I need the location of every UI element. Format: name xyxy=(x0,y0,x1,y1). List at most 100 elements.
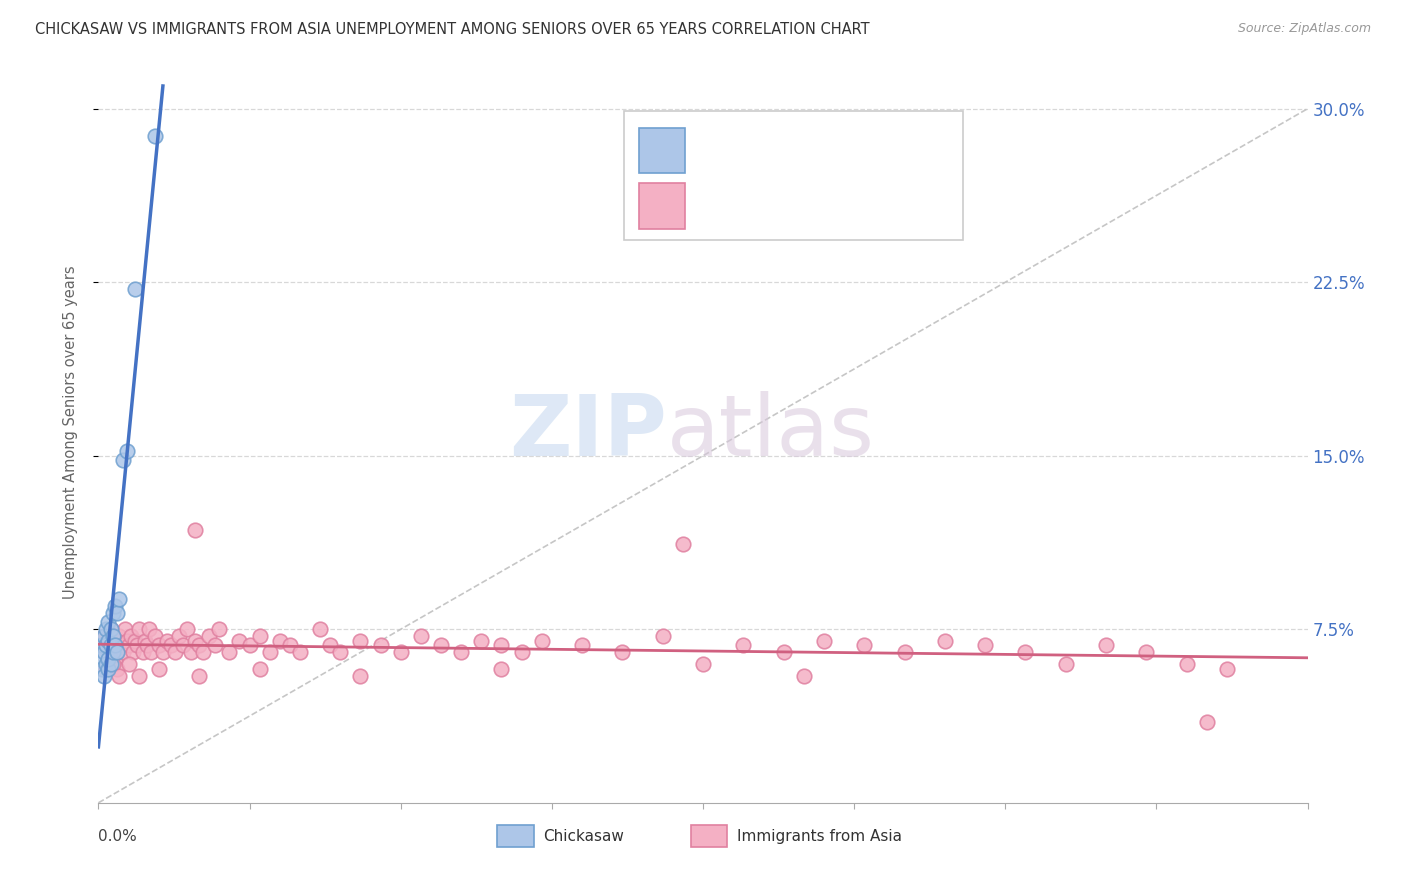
Point xyxy=(1175,657,1198,671)
Point xyxy=(101,629,124,643)
Point xyxy=(148,662,170,676)
Point xyxy=(160,639,183,653)
Point xyxy=(156,633,179,648)
Point xyxy=(91,639,114,653)
Y-axis label: Unemployment Among Seniors over 65 years: Unemployment Among Seniors over 65 years xyxy=(63,266,77,599)
Point xyxy=(101,629,124,643)
Point xyxy=(96,622,118,636)
Point xyxy=(96,657,118,671)
Point xyxy=(100,639,122,653)
Point xyxy=(121,645,143,659)
Point xyxy=(103,633,125,648)
Point xyxy=(269,633,291,648)
Point xyxy=(1014,645,1036,659)
Point xyxy=(733,639,755,653)
Point xyxy=(97,662,120,676)
Point xyxy=(100,622,122,636)
Point xyxy=(100,645,122,659)
Point xyxy=(101,645,124,659)
Point xyxy=(97,652,120,666)
Point xyxy=(1195,714,1218,729)
Point xyxy=(793,668,815,682)
Text: 0.0%: 0.0% xyxy=(98,829,138,844)
Point xyxy=(249,629,271,643)
Point xyxy=(148,639,170,653)
Point xyxy=(111,453,134,467)
Point xyxy=(101,639,124,653)
Point xyxy=(115,633,138,648)
FancyBboxPatch shape xyxy=(638,128,685,173)
FancyBboxPatch shape xyxy=(690,825,727,847)
Point xyxy=(128,622,150,636)
FancyBboxPatch shape xyxy=(498,825,534,847)
Point xyxy=(100,622,122,636)
Point xyxy=(239,639,262,653)
Point xyxy=(105,645,128,659)
Point xyxy=(259,645,281,659)
Point xyxy=(1135,645,1157,659)
Point xyxy=(91,639,114,653)
Point xyxy=(103,639,125,653)
Point xyxy=(176,622,198,636)
Point xyxy=(97,652,120,666)
FancyBboxPatch shape xyxy=(624,111,963,240)
Point xyxy=(97,633,120,648)
Text: CHICKASAW VS IMMIGRANTS FROM ASIA UNEMPLOYMENT AMONG SENIORS OVER 65 YEARS CORRE: CHICKASAW VS IMMIGRANTS FROM ASIA UNEMPL… xyxy=(35,22,870,37)
Point xyxy=(1095,639,1118,653)
Point xyxy=(114,622,136,636)
Point xyxy=(204,639,226,653)
Point xyxy=(172,639,194,653)
Text: atlas: atlas xyxy=(666,391,875,475)
Point xyxy=(134,633,156,648)
Point xyxy=(138,622,160,636)
Point xyxy=(853,639,876,653)
Point xyxy=(309,622,332,636)
Point xyxy=(118,657,141,671)
Point xyxy=(93,668,115,682)
Point xyxy=(228,633,250,648)
Point xyxy=(510,645,533,659)
Point xyxy=(612,645,634,659)
Point xyxy=(96,645,118,659)
Point xyxy=(103,599,125,614)
Point xyxy=(974,639,997,653)
Point xyxy=(105,662,128,676)
Point xyxy=(107,592,129,607)
Point xyxy=(530,633,553,648)
Point xyxy=(249,662,271,676)
Point xyxy=(193,645,215,659)
Point xyxy=(329,645,352,659)
Point xyxy=(103,652,125,666)
Point xyxy=(389,645,412,659)
Point xyxy=(692,657,714,671)
Point xyxy=(167,629,190,643)
Point xyxy=(115,444,138,458)
Point xyxy=(188,668,211,682)
Point xyxy=(470,633,492,648)
Text: Immigrants from Asia: Immigrants from Asia xyxy=(737,829,901,844)
Point xyxy=(349,668,371,682)
Point xyxy=(188,639,211,653)
Point xyxy=(893,645,915,659)
Point xyxy=(139,645,162,659)
Point xyxy=(198,629,221,643)
Text: Chickasaw: Chickasaw xyxy=(543,829,624,844)
Point xyxy=(143,129,166,144)
Point xyxy=(430,639,453,653)
Point xyxy=(120,629,142,643)
Point xyxy=(93,629,115,643)
Point xyxy=(97,615,120,630)
Point xyxy=(184,523,207,537)
Point xyxy=(132,645,155,659)
Point xyxy=(491,639,513,653)
Point xyxy=(107,668,129,682)
Point xyxy=(163,645,186,659)
FancyBboxPatch shape xyxy=(638,183,685,229)
Point xyxy=(125,639,148,653)
Point xyxy=(96,639,118,653)
Point xyxy=(105,606,128,620)
Point xyxy=(571,639,593,653)
Point xyxy=(101,657,124,671)
Point xyxy=(118,639,141,653)
Text: ZIP: ZIP xyxy=(509,391,666,475)
